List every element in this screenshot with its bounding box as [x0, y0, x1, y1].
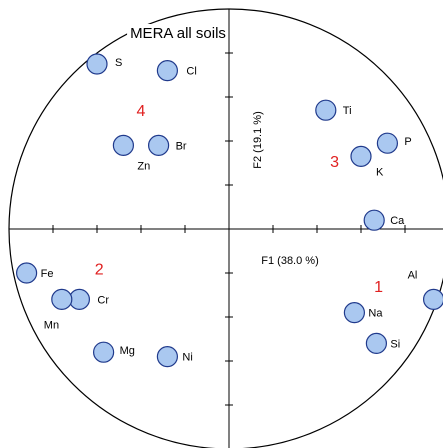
title-background: [127, 24, 229, 43]
x-axis-label: F1 (38.0 %): [261, 255, 318, 267]
point-label-ca: Ca: [390, 215, 405, 227]
point-label-s: S: [115, 57, 122, 69]
point-label-cl: Cl: [186, 66, 196, 78]
point-label-ni: Ni: [182, 352, 192, 364]
point-label-si: Si: [390, 338, 400, 350]
point-label-mg: Mg: [120, 345, 135, 357]
point-marker-mn: [51, 288, 73, 310]
group-label-2: 2: [95, 262, 104, 279]
point-label-cr: Cr: [97, 294, 109, 306]
y-axis-label: F2 (19.1 %): [252, 111, 264, 168]
point-label-ti: Ti: [343, 105, 352, 117]
point-marker-fe: [16, 262, 38, 284]
point-marker-cl: [156, 59, 178, 82]
point-label-mn: Mn: [44, 319, 59, 331]
point-marker-cr: [68, 288, 91, 310]
point-marker-ti: [315, 99, 337, 121]
point-marker-si: [365, 332, 387, 354]
point-marker-s: [86, 53, 108, 75]
group-label-4: 4: [137, 103, 146, 120]
point-marker-mg: [92, 341, 115, 363]
point-label-k: K: [376, 166, 384, 178]
point-label-fe: Fe: [41, 268, 54, 280]
point-marker-br: [148, 134, 170, 156]
point-label-al: Al: [408, 269, 418, 281]
point-marker-ni: [156, 346, 178, 368]
group-label-1: 1: [374, 279, 383, 296]
point-label-na: Na: [368, 308, 383, 320]
point-label-p: P: [404, 136, 411, 148]
point-marker-na: [343, 302, 365, 324]
point-label-br: Br: [176, 140, 187, 152]
point-marker-zn: [112, 134, 135, 156]
point-label-zn: Zn: [137, 160, 150, 172]
point-marker-p: [376, 132, 398, 154]
chart-title: MERA all soils: [130, 25, 226, 42]
point-marker-al: [423, 288, 443, 310]
point-marker-ca: [363, 209, 385, 231]
point-marker-k: [350, 145, 372, 167]
group-label-3: 3: [330, 154, 339, 171]
